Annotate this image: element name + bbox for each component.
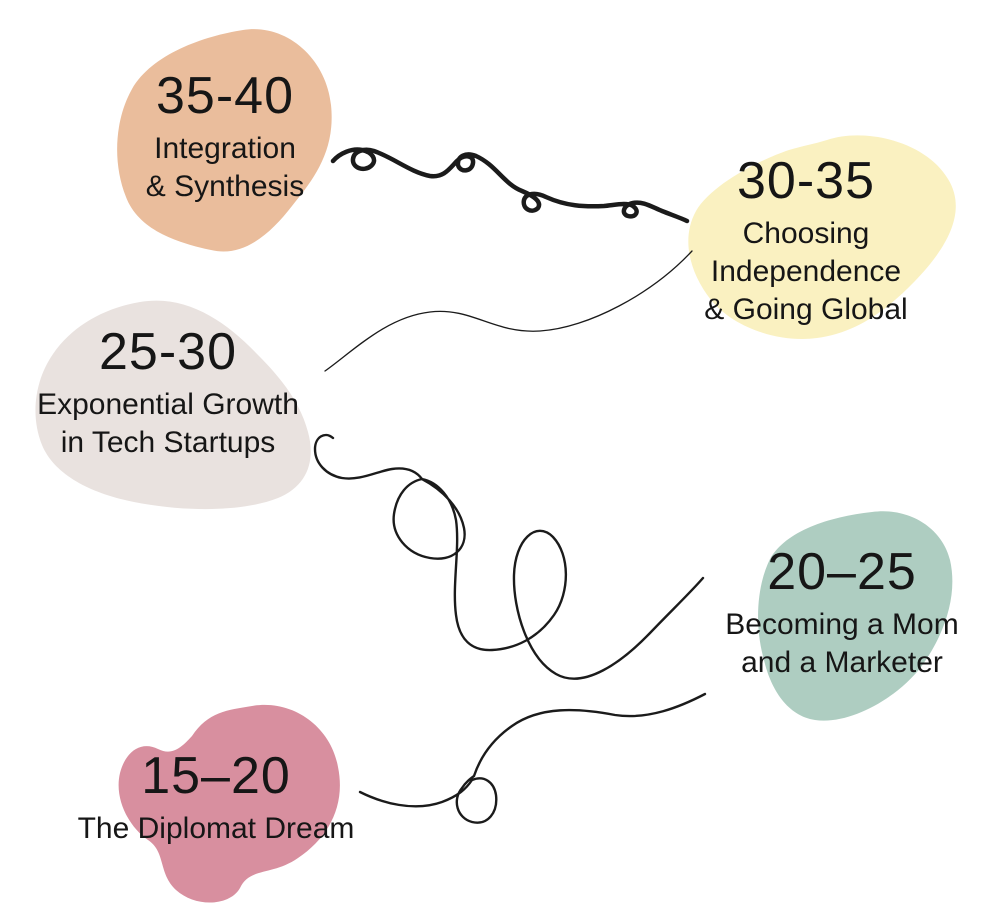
- stage-15-20-age-range: 15–20: [141, 747, 291, 805]
- stage-30-35: 30-35 Choosing Independence & Going Glob…: [656, 155, 956, 329]
- stage-30-35-label: Choosing Independence & Going Global: [704, 217, 908, 326]
- stage-35-40-label: Integration & Synthesis: [145, 132, 305, 203]
- blob-35-40: [117, 29, 332, 252]
- stage-35-40-age-range: 35-40: [156, 67, 294, 125]
- connector-curve-thin: [324, 250, 693, 372]
- blob-15-20: [118, 704, 340, 903]
- blob-30-35: [688, 135, 956, 339]
- blob-25-30: [35, 300, 311, 510]
- stage-20-25: 20–25 Becoming a Mom and a Marketer: [692, 546, 984, 682]
- blob-20-25: [758, 511, 953, 721]
- stage-35-40: 35-40 Integration & Synthesis: [75, 70, 375, 206]
- stage-15-20: 15–20 The Diplomat Dream: [41, 750, 391, 848]
- connector-loop-bottom: [358, 692, 707, 824]
- connector-squiggle-top: [330, 147, 690, 224]
- connector-loops-middle: [313, 433, 705, 680]
- stage-20-25-label: Becoming a Mom and a Marketer: [725, 608, 959, 679]
- stage-25-30-label: Exponential Growth in Tech Startups: [37, 388, 299, 459]
- stage-25-30: 25-30 Exponential Growth in Tech Startup…: [8, 326, 328, 462]
- stage-25-30-age-range: 25-30: [99, 323, 237, 381]
- stage-15-20-label: The Diplomat Dream: [77, 812, 355, 845]
- stage-30-35-age-range: 30-35: [737, 152, 875, 210]
- stage-20-25-age-range: 20–25: [767, 543, 917, 601]
